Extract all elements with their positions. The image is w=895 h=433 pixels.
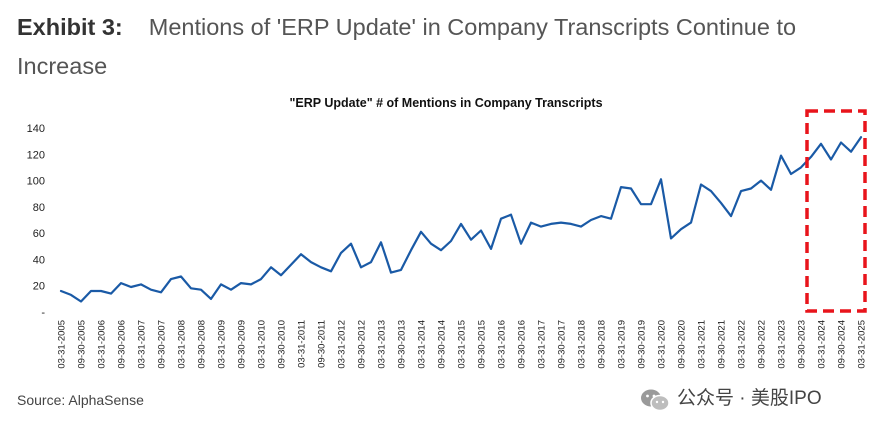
highlight-rect [805,109,867,313]
x-tick-label: 03-31-2024 [817,320,828,369]
y-tick-label: 100 [27,176,45,188]
x-tick-label: 03-31-2011 [297,320,308,368]
x-tick-label: 09-30-2019 [637,320,648,369]
x-tick-label: 09-30-2024 [837,320,848,369]
x-tick-label: 09-30-2016 [517,320,528,369]
x-tick-label: 03-31-2013 [377,320,388,369]
source-note: Source: AlphaSense [17,392,144,408]
x-tick-label: 09-30-2005 [77,320,88,369]
watermark-text: 公众号 · 美股IPO [677,388,822,409]
x-tick-label: 03-31-2007 [137,320,148,369]
x-tick-label: 03-31-2017 [537,320,548,369]
x-tick-label: 03-31-2021 [697,320,708,369]
x-tick-label: 09-30-2014 [437,320,448,369]
chart-title: "ERP Update" # of Mentions in Company Tr… [289,96,602,110]
x-tick-label: 09-30-2009 [237,320,248,369]
x-tick-label: 09-30-2011 [317,320,328,368]
x-axis: 03-31-2005 09-30-2005 03-31-2006 09-30-2006… [57,320,868,369]
x-tick-label: 03-31-2014 [417,320,428,369]
line-chart: "ERP Update" # of Mentions in Company Tr… [27,96,868,369]
x-tick-label: 09-30-2006 [117,320,128,369]
x-tick-label: 09-30-2007 [157,320,168,369]
x-tick-label: 09-30-2008 [197,320,208,369]
x-tick-label: 03-31-2016 [497,320,508,369]
y-tick-label: 140 [27,123,45,135]
x-tick-label: 09-30-2010 [277,320,288,369]
y-tick-label: - [41,307,45,319]
x-tick-label: 09-30-2018 [597,320,608,369]
x-tick-label: 03-31-2025 [857,320,868,369]
series-mentions [59,136,863,303]
x-tick-label: 03-31-2008 [177,320,188,369]
watermark: 公众号 · 美股IPO [640,386,880,412]
series-line [59,136,863,303]
x-tick-label: 09-30-2021 [717,320,728,369]
x-tick-label: 09-30-2017 [557,320,568,369]
x-tick-label: 09-30-2012 [357,320,368,369]
x-tick-label: 03-31-2010 [257,320,268,369]
x-tick-label: 03-31-2006 [97,320,108,369]
x-tick-label: 09-30-2023 [797,320,808,369]
highlight-box [805,109,867,313]
x-tick-label: 03-31-2023 [777,320,788,369]
x-tick-label: 03-31-2022 [737,320,748,369]
exhibit-title: Mentions of 'ERP Update' in Company Tran… [17,14,797,79]
x-tick-label: 09-30-2015 [477,320,488,369]
exhibit-heading: Exhibit 3: Mentions of 'ERP Update' in Co… [17,8,887,86]
y-tick-label: 80 [33,202,45,214]
x-tick-label: 03-31-2019 [617,320,628,369]
y-tick-label: 20 [33,281,45,293]
x-tick-label: 09-30-2013 [397,320,408,369]
x-tick-label: 03-31-2015 [457,320,468,369]
y-tick-label: 120 [27,149,45,161]
y-tick-label: 40 [33,254,45,266]
x-tick-label: 03-31-2009 [217,320,228,369]
wechat-icon [641,389,670,412]
x-tick-label: 03-31-2012 [337,320,348,369]
x-tick-label: 03-31-2018 [577,320,588,369]
y-axis: - 20 40 60 80 100 120 140 [27,123,46,319]
y-tick-label: 60 [33,228,45,240]
x-tick-label: 03-31-2020 [657,320,668,369]
x-tick-label: 03-31-2005 [57,320,68,369]
x-tick-label: 09-30-2022 [757,320,768,369]
x-tick-label: 09-30-2020 [677,320,688,369]
exhibit-label: Exhibit 3: [17,14,123,40]
